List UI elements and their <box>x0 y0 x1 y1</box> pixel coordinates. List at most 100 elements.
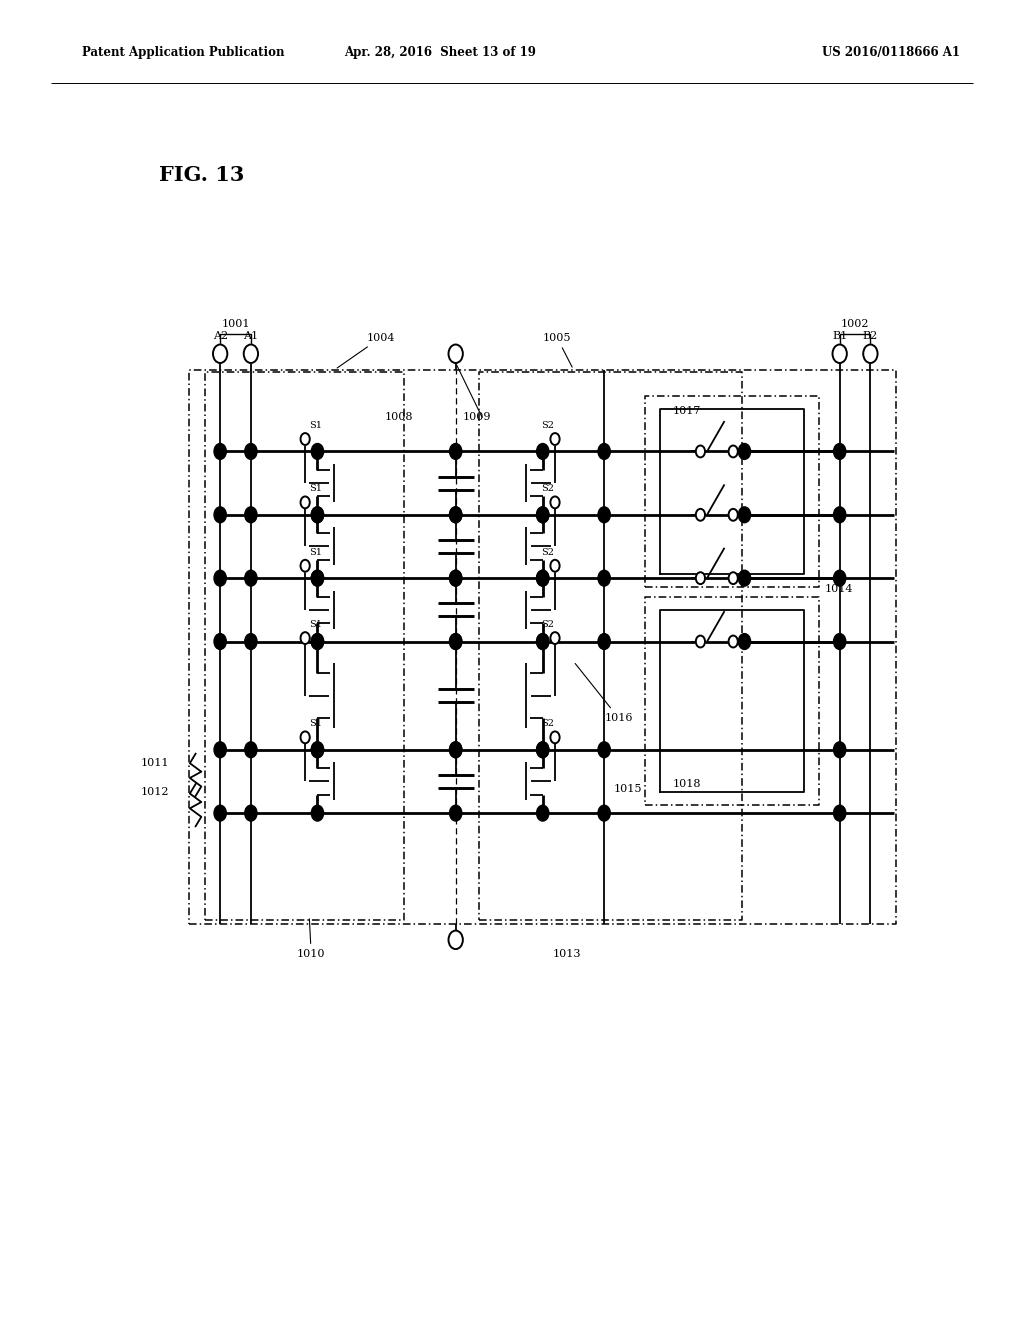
Circle shape <box>598 507 610 523</box>
Text: 1016: 1016 <box>575 664 633 723</box>
Circle shape <box>245 570 257 586</box>
Circle shape <box>214 444 226 459</box>
Text: S2: S2 <box>541 620 554 628</box>
Circle shape <box>537 570 549 586</box>
Circle shape <box>213 345 227 363</box>
Circle shape <box>450 507 462 523</box>
Text: 1005: 1005 <box>543 333 572 367</box>
Circle shape <box>450 805 462 821</box>
Circle shape <box>450 444 462 459</box>
Circle shape <box>244 345 258 363</box>
Circle shape <box>214 805 226 821</box>
Text: 1004: 1004 <box>337 333 395 368</box>
Circle shape <box>245 507 257 523</box>
Circle shape <box>729 510 737 521</box>
Circle shape <box>214 570 226 586</box>
Text: 1018: 1018 <box>673 779 701 789</box>
Circle shape <box>551 560 559 572</box>
Circle shape <box>696 635 705 648</box>
Text: S1: S1 <box>309 421 323 430</box>
Circle shape <box>738 570 751 586</box>
Circle shape <box>537 570 549 586</box>
Circle shape <box>729 445 737 458</box>
Circle shape <box>834 634 846 649</box>
Text: S1: S1 <box>309 719 323 729</box>
Circle shape <box>696 445 705 458</box>
Circle shape <box>301 632 309 644</box>
Circle shape <box>537 634 549 649</box>
Circle shape <box>311 805 324 821</box>
Circle shape <box>696 510 705 521</box>
Circle shape <box>696 572 705 583</box>
Circle shape <box>450 742 462 758</box>
Circle shape <box>301 433 309 445</box>
Circle shape <box>311 570 324 586</box>
Text: 1017: 1017 <box>673 407 701 417</box>
Circle shape <box>450 570 462 586</box>
Circle shape <box>449 345 463 363</box>
Circle shape <box>301 560 309 572</box>
Circle shape <box>537 805 549 821</box>
Text: 1011: 1011 <box>140 758 169 768</box>
Circle shape <box>738 634 751 649</box>
Circle shape <box>729 572 737 583</box>
Text: B2: B2 <box>863 330 878 341</box>
Text: A1: A1 <box>244 330 258 341</box>
Circle shape <box>598 805 610 821</box>
Circle shape <box>738 444 751 459</box>
Circle shape <box>450 507 462 523</box>
Text: 1013: 1013 <box>553 949 582 960</box>
Text: FIG. 13: FIG. 13 <box>159 165 244 185</box>
Circle shape <box>311 570 324 586</box>
Circle shape <box>450 634 462 649</box>
Circle shape <box>598 742 610 758</box>
Circle shape <box>245 634 257 649</box>
Circle shape <box>551 632 559 644</box>
Text: S1: S1 <box>309 620 323 628</box>
Circle shape <box>738 507 751 523</box>
Circle shape <box>311 742 324 758</box>
Circle shape <box>729 635 737 648</box>
Circle shape <box>834 805 846 821</box>
Circle shape <box>450 570 462 586</box>
Circle shape <box>834 570 846 586</box>
Text: Patent Application Publication: Patent Application Publication <box>82 46 285 59</box>
Circle shape <box>245 444 257 459</box>
Text: S2: S2 <box>541 548 554 557</box>
Circle shape <box>537 742 549 758</box>
Circle shape <box>311 742 324 758</box>
Text: Apr. 28, 2016  Sheet 13 of 19: Apr. 28, 2016 Sheet 13 of 19 <box>344 46 537 59</box>
Text: S1: S1 <box>309 484 323 494</box>
Circle shape <box>450 634 462 649</box>
Circle shape <box>214 742 226 758</box>
Circle shape <box>311 634 324 649</box>
Circle shape <box>537 742 549 758</box>
Text: 1001: 1001 <box>221 318 250 329</box>
Text: 1015: 1015 <box>613 784 642 795</box>
Circle shape <box>214 507 226 523</box>
Circle shape <box>301 731 309 743</box>
Text: S1: S1 <box>309 548 323 557</box>
Circle shape <box>450 742 462 758</box>
Circle shape <box>245 742 257 758</box>
Circle shape <box>834 507 846 523</box>
Circle shape <box>301 496 309 508</box>
Circle shape <box>311 444 324 459</box>
Text: 1008: 1008 <box>385 412 414 422</box>
Circle shape <box>537 444 549 459</box>
Text: A2: A2 <box>213 330 227 341</box>
Circle shape <box>449 931 463 949</box>
Text: 1014: 1014 <box>824 583 853 594</box>
Circle shape <box>311 507 324 523</box>
Text: S2: S2 <box>541 719 554 729</box>
Circle shape <box>245 805 257 821</box>
Circle shape <box>551 433 559 445</box>
Text: 1010: 1010 <box>297 919 326 960</box>
Circle shape <box>863 345 878 363</box>
Circle shape <box>551 731 559 743</box>
Circle shape <box>537 507 549 523</box>
Text: 1009: 1009 <box>463 412 492 422</box>
Circle shape <box>833 345 847 363</box>
Text: US 2016/0118666 A1: US 2016/0118666 A1 <box>822 46 959 59</box>
Circle shape <box>311 507 324 523</box>
